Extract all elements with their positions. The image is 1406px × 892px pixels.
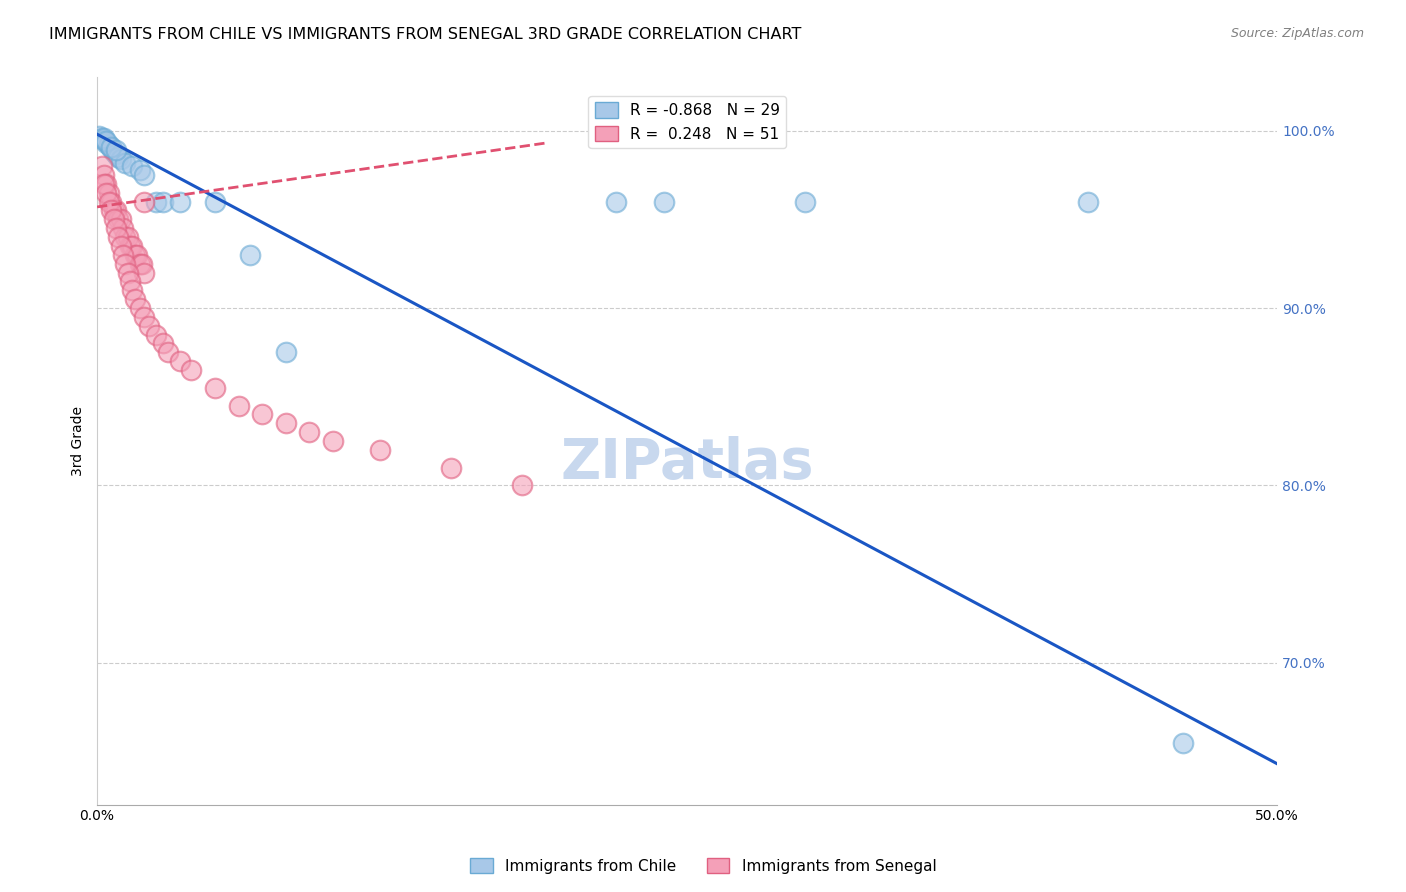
Point xyxy=(145,194,167,209)
Point xyxy=(104,143,127,157)
Point xyxy=(652,194,675,209)
Point xyxy=(96,186,118,200)
Point xyxy=(440,460,463,475)
Point xyxy=(1171,735,1194,749)
Point xyxy=(134,194,156,209)
Point xyxy=(110,212,132,227)
Point xyxy=(114,155,136,169)
Point xyxy=(128,301,150,315)
Point xyxy=(138,318,160,333)
Point xyxy=(156,345,179,359)
Point xyxy=(134,266,156,280)
Point xyxy=(322,434,344,448)
Point xyxy=(169,354,191,368)
Point xyxy=(274,417,297,431)
Point xyxy=(180,363,202,377)
Point xyxy=(510,478,533,492)
Point xyxy=(100,203,122,218)
Point xyxy=(107,150,129,164)
Point xyxy=(97,186,120,200)
Point xyxy=(128,257,150,271)
Point xyxy=(121,159,143,173)
Point xyxy=(107,212,129,227)
Point xyxy=(100,194,122,209)
Point xyxy=(794,194,817,209)
Point xyxy=(124,248,146,262)
Point xyxy=(121,283,143,297)
Point xyxy=(93,132,115,146)
Point xyxy=(134,310,156,324)
Legend: Immigrants from Chile, Immigrants from Senegal: Immigrants from Chile, Immigrants from S… xyxy=(464,852,942,880)
Point xyxy=(228,399,250,413)
Text: Source: ZipAtlas.com: Source: ZipAtlas.com xyxy=(1230,27,1364,40)
Point xyxy=(127,248,149,262)
Point xyxy=(104,221,127,235)
Point xyxy=(110,239,132,253)
Point xyxy=(103,203,125,218)
Point xyxy=(274,345,297,359)
Text: IMMIGRANTS FROM CHILE VS IMMIGRANTS FROM SENEGAL 3RD GRADE CORRELATION CHART: IMMIGRANTS FROM CHILE VS IMMIGRANTS FROM… xyxy=(49,27,801,42)
Point xyxy=(96,134,118,148)
Point xyxy=(104,203,127,218)
Point xyxy=(96,136,118,150)
Point xyxy=(145,327,167,342)
Y-axis label: 3rd Grade: 3rd Grade xyxy=(72,406,86,476)
Point xyxy=(103,145,125,159)
Point xyxy=(97,194,120,209)
Point xyxy=(117,266,139,280)
Point xyxy=(93,168,115,182)
Point xyxy=(117,230,139,244)
Point xyxy=(152,194,174,209)
Point xyxy=(111,248,134,262)
Point xyxy=(1077,194,1099,209)
Point xyxy=(204,194,226,209)
Point xyxy=(96,177,118,191)
Point xyxy=(152,336,174,351)
Point xyxy=(252,408,274,422)
Point xyxy=(121,239,143,253)
Point xyxy=(93,177,115,191)
Point xyxy=(114,230,136,244)
Point xyxy=(90,159,112,173)
Point xyxy=(97,137,120,152)
Point xyxy=(107,230,129,244)
Text: ZIPatlas: ZIPatlas xyxy=(561,436,814,490)
Point xyxy=(169,194,191,209)
Point xyxy=(605,194,627,209)
Legend: R = -0.868   N = 29, R =  0.248   N = 51: R = -0.868 N = 29, R = 0.248 N = 51 xyxy=(589,96,786,148)
Point xyxy=(239,248,262,262)
Point xyxy=(204,381,226,395)
Point xyxy=(104,146,127,161)
Point xyxy=(114,257,136,271)
Point xyxy=(100,139,122,153)
Point xyxy=(90,130,112,145)
Point xyxy=(368,442,391,457)
Point xyxy=(89,128,111,143)
Point xyxy=(134,168,156,182)
Point xyxy=(103,212,125,227)
Point xyxy=(120,274,142,288)
Point xyxy=(93,130,115,145)
Point xyxy=(124,292,146,306)
Point xyxy=(128,162,150,177)
Point xyxy=(111,221,134,235)
Point xyxy=(131,257,153,271)
Point xyxy=(298,425,321,439)
Point xyxy=(100,141,122,155)
Point xyxy=(110,152,132,166)
Point xyxy=(120,239,142,253)
